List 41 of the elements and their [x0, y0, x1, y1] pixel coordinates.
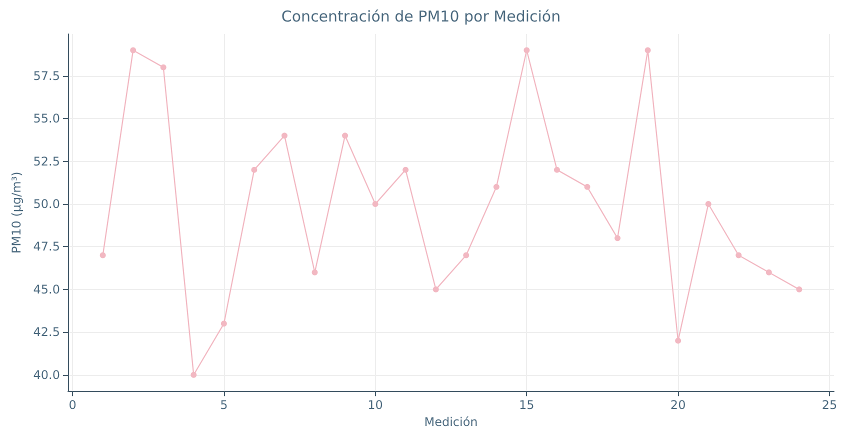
point	[736, 252, 742, 258]
point	[524, 47, 530, 54]
point	[766, 269, 772, 276]
point	[463, 252, 470, 258]
point	[493, 184, 500, 190]
point	[614, 235, 621, 242]
y-tick-label: 55.0	[33, 112, 60, 126]
y-tick-label: 42.5	[33, 325, 60, 340]
point	[796, 286, 802, 292]
point	[281, 132, 288, 139]
point	[312, 269, 318, 276]
point	[402, 166, 409, 173]
point	[160, 64, 166, 70]
x-tick-label: 10	[368, 398, 383, 412]
x-axis-title: Medición	[424, 415, 478, 429]
point	[584, 184, 590, 190]
point	[251, 166, 258, 173]
y-tick-label: 45.0	[33, 282, 60, 296]
x-tick-label: 5	[220, 398, 228, 412]
point	[372, 201, 378, 208]
point	[644, 47, 651, 54]
x-tick-label: 25	[822, 398, 838, 412]
point	[130, 47, 136, 54]
x-tick-label: 20	[670, 398, 686, 412]
point	[554, 166, 560, 173]
point	[675, 338, 682, 344]
point	[432, 286, 439, 292]
y-axis-title: PM10 (µg/m³)	[9, 172, 24, 254]
point	[100, 252, 106, 258]
x-tick-label: 0	[68, 398, 76, 412]
y-tick-label: 52.5	[33, 154, 60, 168]
chart-title: Concentración de PM10 por Medición	[281, 8, 561, 26]
point	[705, 201, 712, 208]
y-tick-label: 57.5	[33, 68, 60, 83]
x-tick-label: 15	[519, 398, 534, 412]
y-tick-label: 40.0	[33, 368, 60, 382]
point	[342, 132, 348, 139]
point	[190, 372, 197, 378]
y-tick-label: 47.5	[33, 240, 60, 254]
point	[220, 320, 227, 327]
y-tick-label: 50.0	[33, 197, 60, 212]
